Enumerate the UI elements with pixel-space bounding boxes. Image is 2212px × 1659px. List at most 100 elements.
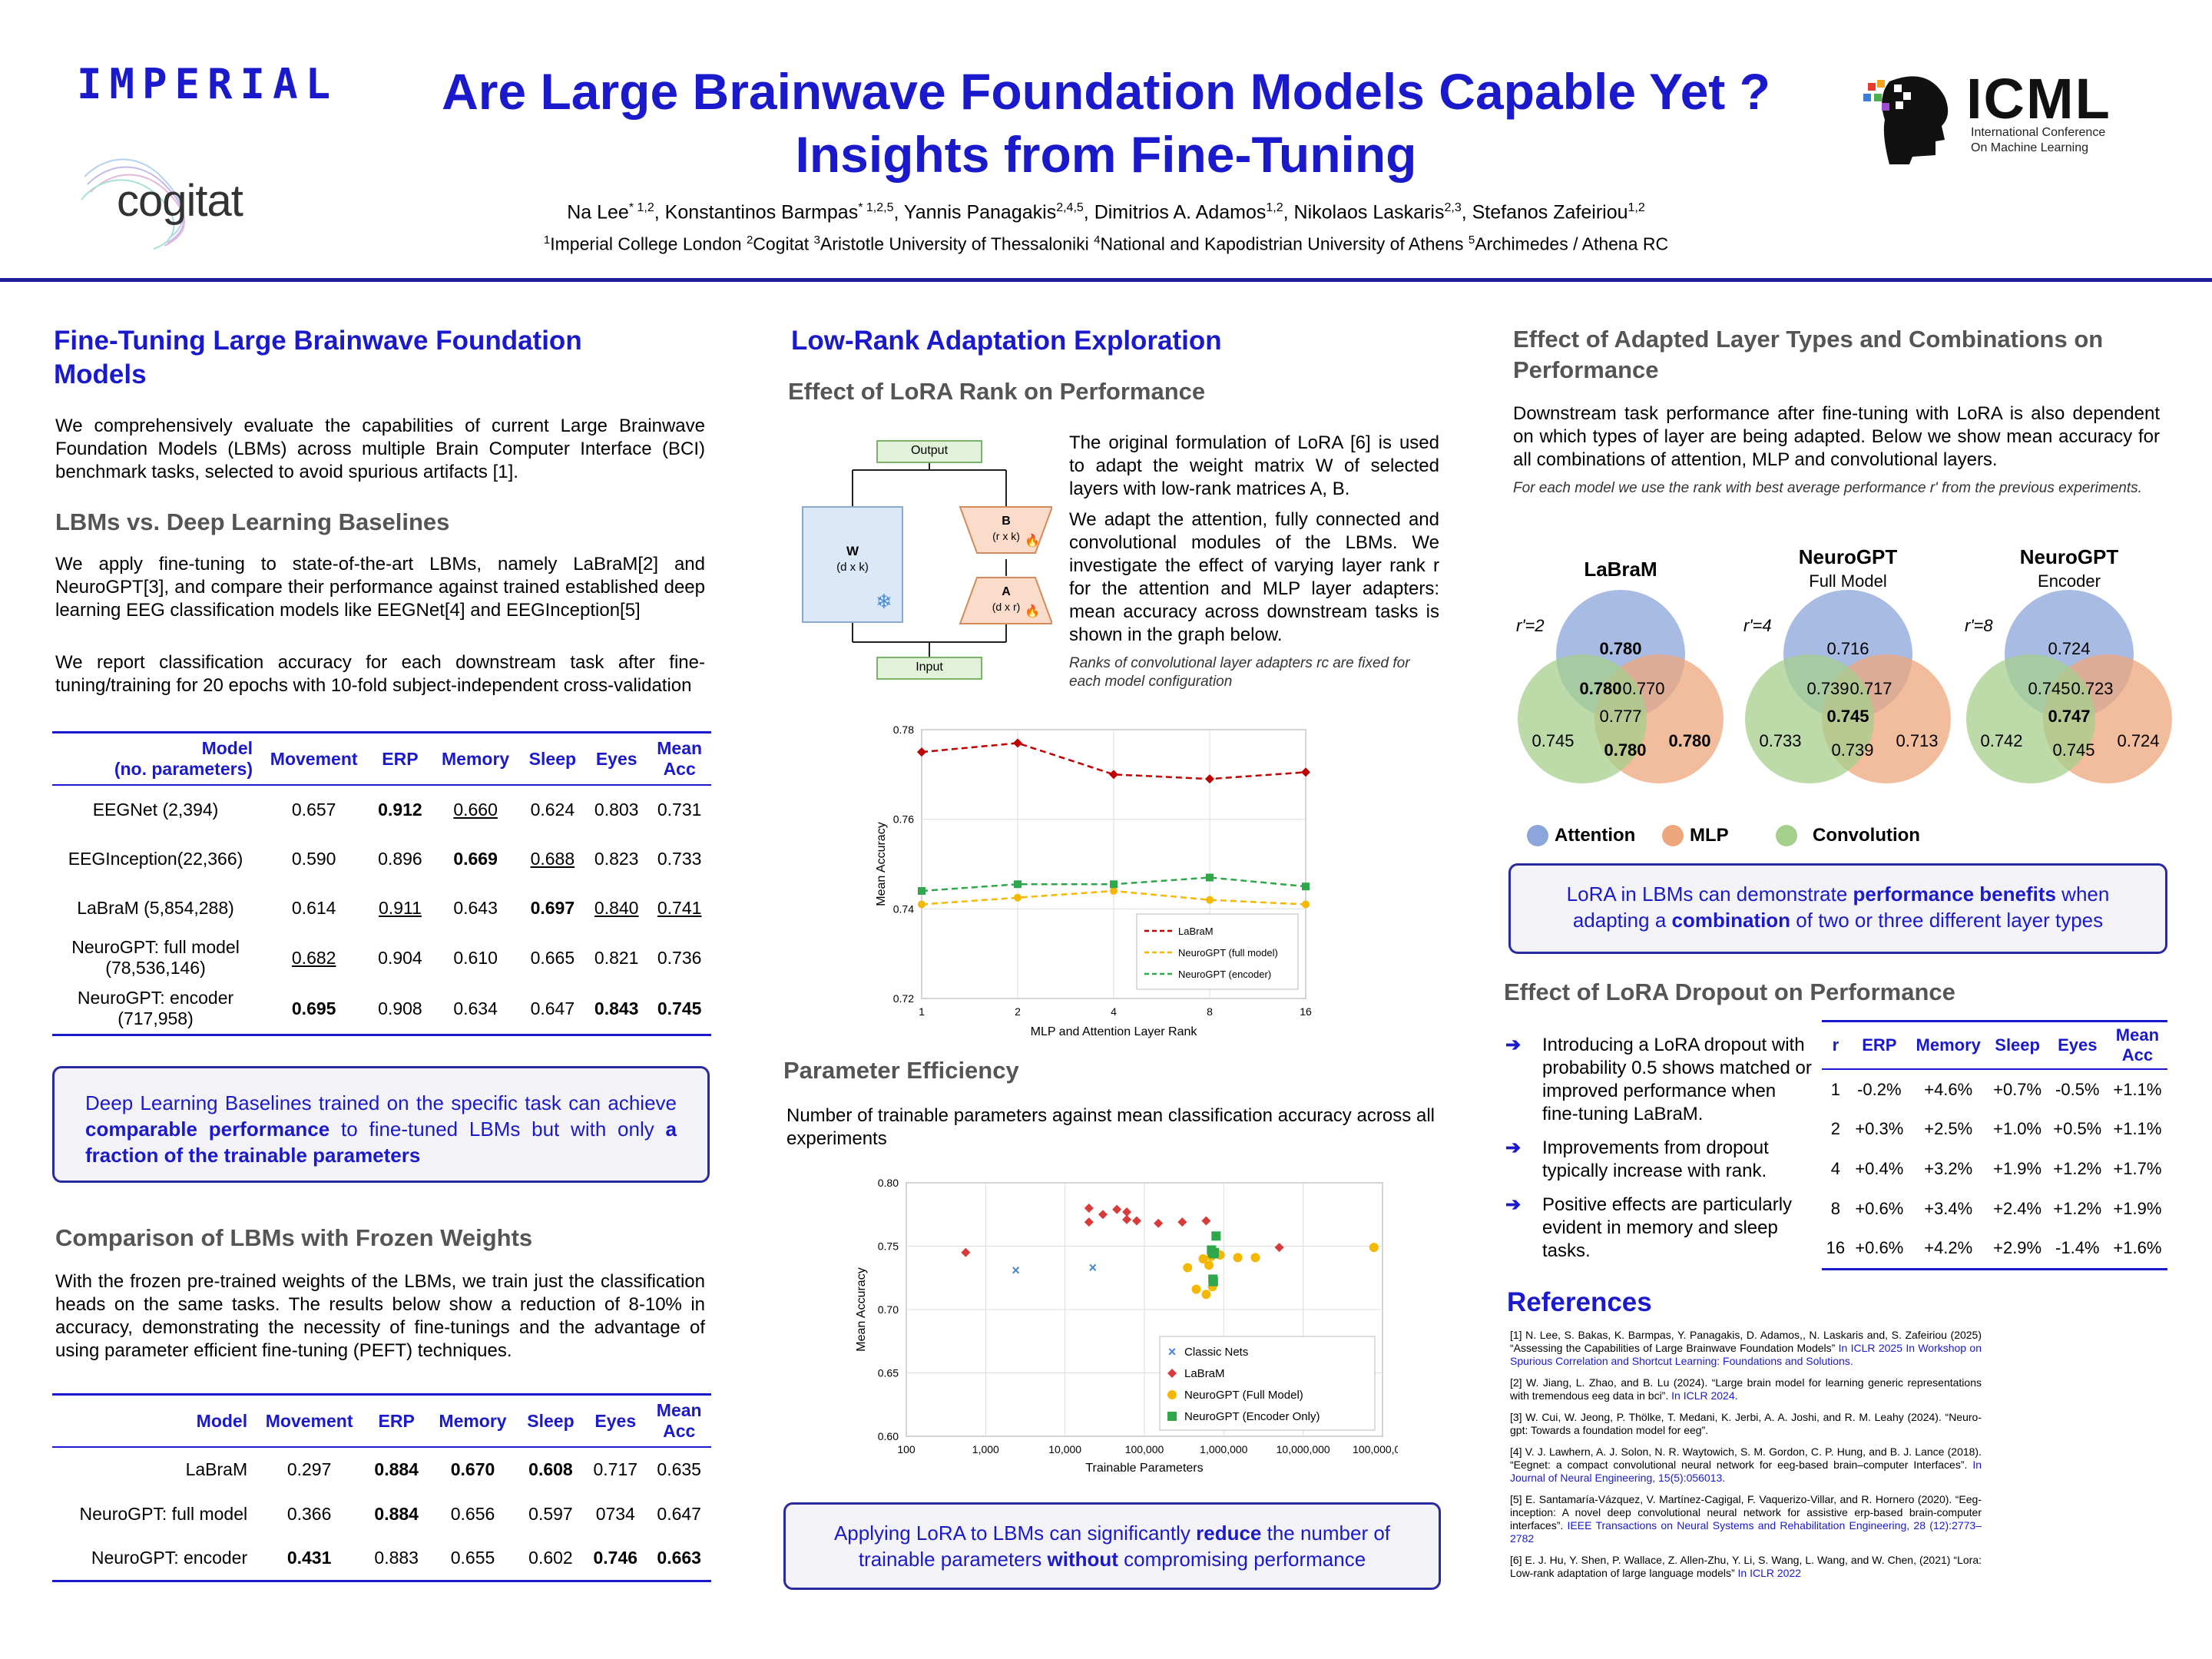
x-tick-label: 2 <box>1015 1005 1021 1018</box>
param-efficiency-chart-svg: 0.60 0.65 0.70 0.75 0.80 100 1,000 10,000 100,00… <box>855 1177 1412 1475</box>
x-tick-label: 100 <box>897 1443 916 1455</box>
venn-convolution-circle <box>1966 654 2095 783</box>
affil-sup: 2 <box>746 233 753 247</box>
table-row: 4 +0.4% +3.2% +1.9% +1.2% +1.7% <box>1822 1149 2167 1189</box>
reference-item: [2] W. Jiang, L. Zhao, and B. Lu (2024).… <box>1510 1376 1982 1402</box>
venn-value: 0.713 <box>1896 731 1938 750</box>
author-sep: , <box>893 201 904 224</box>
icml-wordmark: ICML <box>1966 67 2111 131</box>
table-cell: 0.660 <box>453 800 498 820</box>
x-tick-label: 1,000,000 <box>1200 1443 1247 1455</box>
col2-para-1: The original formulation of LoRA [6] is … <box>1069 432 1439 499</box>
reference-link[interactable]: In ICLR 2025 In Workshop on Spurious Cor… <box>1510 1342 1982 1367</box>
data-point <box>1014 880 1022 889</box>
data-point <box>1211 1231 1221 1241</box>
table-header-cell: Memory <box>1909 1020 1988 1070</box>
venn-title: LaBraM <box>1584 558 1657 581</box>
table-row: NeuroGPT: encoder 0.431 0.883 0.655 0.602 0.7… <box>52 1536 711 1582</box>
callout-text: the number of trainable parameters <box>858 1522 1391 1571</box>
callout-emphasis: comparable performance <box>85 1118 330 1141</box>
data-point <box>1110 887 1118 895</box>
data-point <box>1122 1214 1132 1224</box>
venn-subtitle: Full Model <box>1809 571 1886 591</box>
arrow-right-icon: ➔ <box>1505 1194 1522 1215</box>
table-cell: 0.896 <box>378 848 422 869</box>
reference-link[interactable]: In ICLR 2022 <box>1737 1567 1802 1579</box>
reference-link[interactable]: In ICLR 2024. <box>1671 1389 1738 1402</box>
legend-label: NeuroGPT (encoder) <box>1178 969 1271 980</box>
title-line-2: Insights from Fine-Tuning <box>795 126 1417 183</box>
x-axis-label: MLP and Attention Layer Rank <box>1031 1025 1198 1038</box>
legend-label: NeuroGPT (Encoder Only) <box>1184 1410 1320 1423</box>
table-header-row: Model (no. parameters) Movement ERP Memory Sl… <box>52 731 711 786</box>
lora-rank-chart-svg: 0.72 0.74 0.76 0.78 1 2 4 8 16 MLP and Attention … <box>875 724 1312 1038</box>
legend-attention-swatch <box>1527 825 1548 846</box>
table-cell: 0.883 <box>365 1536 429 1582</box>
data-point <box>1198 1254 1208 1263</box>
table-cell: 0.823 <box>594 848 639 869</box>
y-tick-label: 0.74 <box>893 902 914 915</box>
table-header-cell: Mean Acc <box>647 731 711 786</box>
table-cell: 0.665 <box>530 947 575 968</box>
author-name: Yannis Panagakis <box>903 201 1057 224</box>
venn-value: 0.739 <box>1831 740 1873 760</box>
header-divider <box>0 278 2212 282</box>
table-row: NeuroGPT: encoder (717,958) 0.695 0.908 0.63… <box>52 983 711 1036</box>
author-name: Konstantinos Barmpas <box>664 201 859 224</box>
row-label-cell: LaBraM <box>185 1459 248 1479</box>
legend-label: NeuroGPT (Full Model) <box>1184 1389 1303 1402</box>
venn-value: 0.747 <box>2048 707 2090 726</box>
table-cell: 0.624 <box>530 800 575 820</box>
table-cell: 0.597 <box>528 1503 573 1524</box>
table-cell: 0.746 <box>584 1536 647 1582</box>
col3-callout: LoRA in LBMs can demonstrate performance… <box>1508 863 2167 954</box>
y-tick-label: 0.60 <box>878 1430 899 1442</box>
table-cell: 0.608 <box>528 1459 573 1479</box>
y-axis-label: Mean Accuracy <box>855 1267 868 1351</box>
table-cell: -0.5% <box>2055 1079 2100 1099</box>
table-header-cell: r <box>1822 1020 1849 1070</box>
x-tick-label: 1 <box>919 1005 925 1018</box>
table-header-cell: Model <box>52 1393 254 1448</box>
row-label-cell: 16 <box>1822 1229 1849 1270</box>
col3-note: For each model we use the rank with best… <box>1513 480 2142 496</box>
x-tick-label: 10,000,000 <box>1277 1443 1330 1455</box>
reference-link[interactable]: IEEE Transactions on Neural Systems and … <box>1510 1519 1982 1545</box>
table-cell: +1.9% <box>1993 1159 2042 1178</box>
table-cell: 0.669 <box>453 848 498 869</box>
venn-convolution-circle <box>1745 654 1874 783</box>
table-cell: 0.904 <box>378 947 422 968</box>
data-point <box>918 900 926 909</box>
col1-title: Fine-Tuning Large Brainwave Foundation M… <box>54 326 582 389</box>
col1-para-1: We apply fine-tuning to state-of-the-art… <box>55 554 705 621</box>
table-cell: 0.647 <box>519 983 586 1036</box>
row-label-cell: 1 <box>1830 1079 1840 1099</box>
data-point: × <box>1012 1263 1020 1278</box>
y-axis-label: Mean Accuracy <box>875 822 888 906</box>
col2-note: Ranks of convolutional layer adapters rc… <box>1069 655 1410 690</box>
table-cell: 0.884 <box>374 1503 419 1524</box>
y-tick-label: 0.80 <box>878 1177 899 1189</box>
row-label-cell: NeuroGPT: encoder (717,958) <box>52 983 260 1036</box>
bullet-text: Introducing a LoRA dropout with probabil… <box>1542 1035 1812 1124</box>
venn-value: 0.724 <box>2048 639 2090 658</box>
row-label-cell: 8 <box>1830 1199 1840 1218</box>
reference-text: [3] W. Cui, W. Jeong, P. Thölke, T. Meda… <box>1510 1411 1982 1436</box>
callout-text: compromising performance <box>1118 1548 1366 1571</box>
dropout-table: r ERP Memory Sleep Eyes Mean Acc 1 -0.2% +4.6% +0.… <box>1822 1020 2167 1270</box>
venn-subtitle: Encoder <box>2038 571 2101 591</box>
venn-convolution-circle <box>1518 654 1647 783</box>
table-header-cell: Movement <box>259 731 369 786</box>
lora-rank-title: Effect of LoRA Rank on Performance <box>788 378 1206 405</box>
y-tick-label: 0.70 <box>878 1303 899 1316</box>
data-point <box>1301 767 1310 777</box>
venn-row: LaBraM r'=2 0.780 0.780 0.770 0.777 0.745 0.780… <box>1505 538 2181 822</box>
diagram-a-label: A <box>1002 585 1011 598</box>
reference-link[interactable]: In Journal of Neural Engineering, 15(5):… <box>1510 1459 1982 1484</box>
data-point <box>1208 1277 1218 1286</box>
venn-value: 0.745 <box>2052 740 2094 760</box>
legend-label: LaBraM <box>1184 1367 1225 1380</box>
affil-name: National and Kapodistrian University of … <box>1100 233 1464 254</box>
table-cell: 0.647 <box>657 1503 701 1524</box>
table-cell: 0.297 <box>286 1459 332 1479</box>
